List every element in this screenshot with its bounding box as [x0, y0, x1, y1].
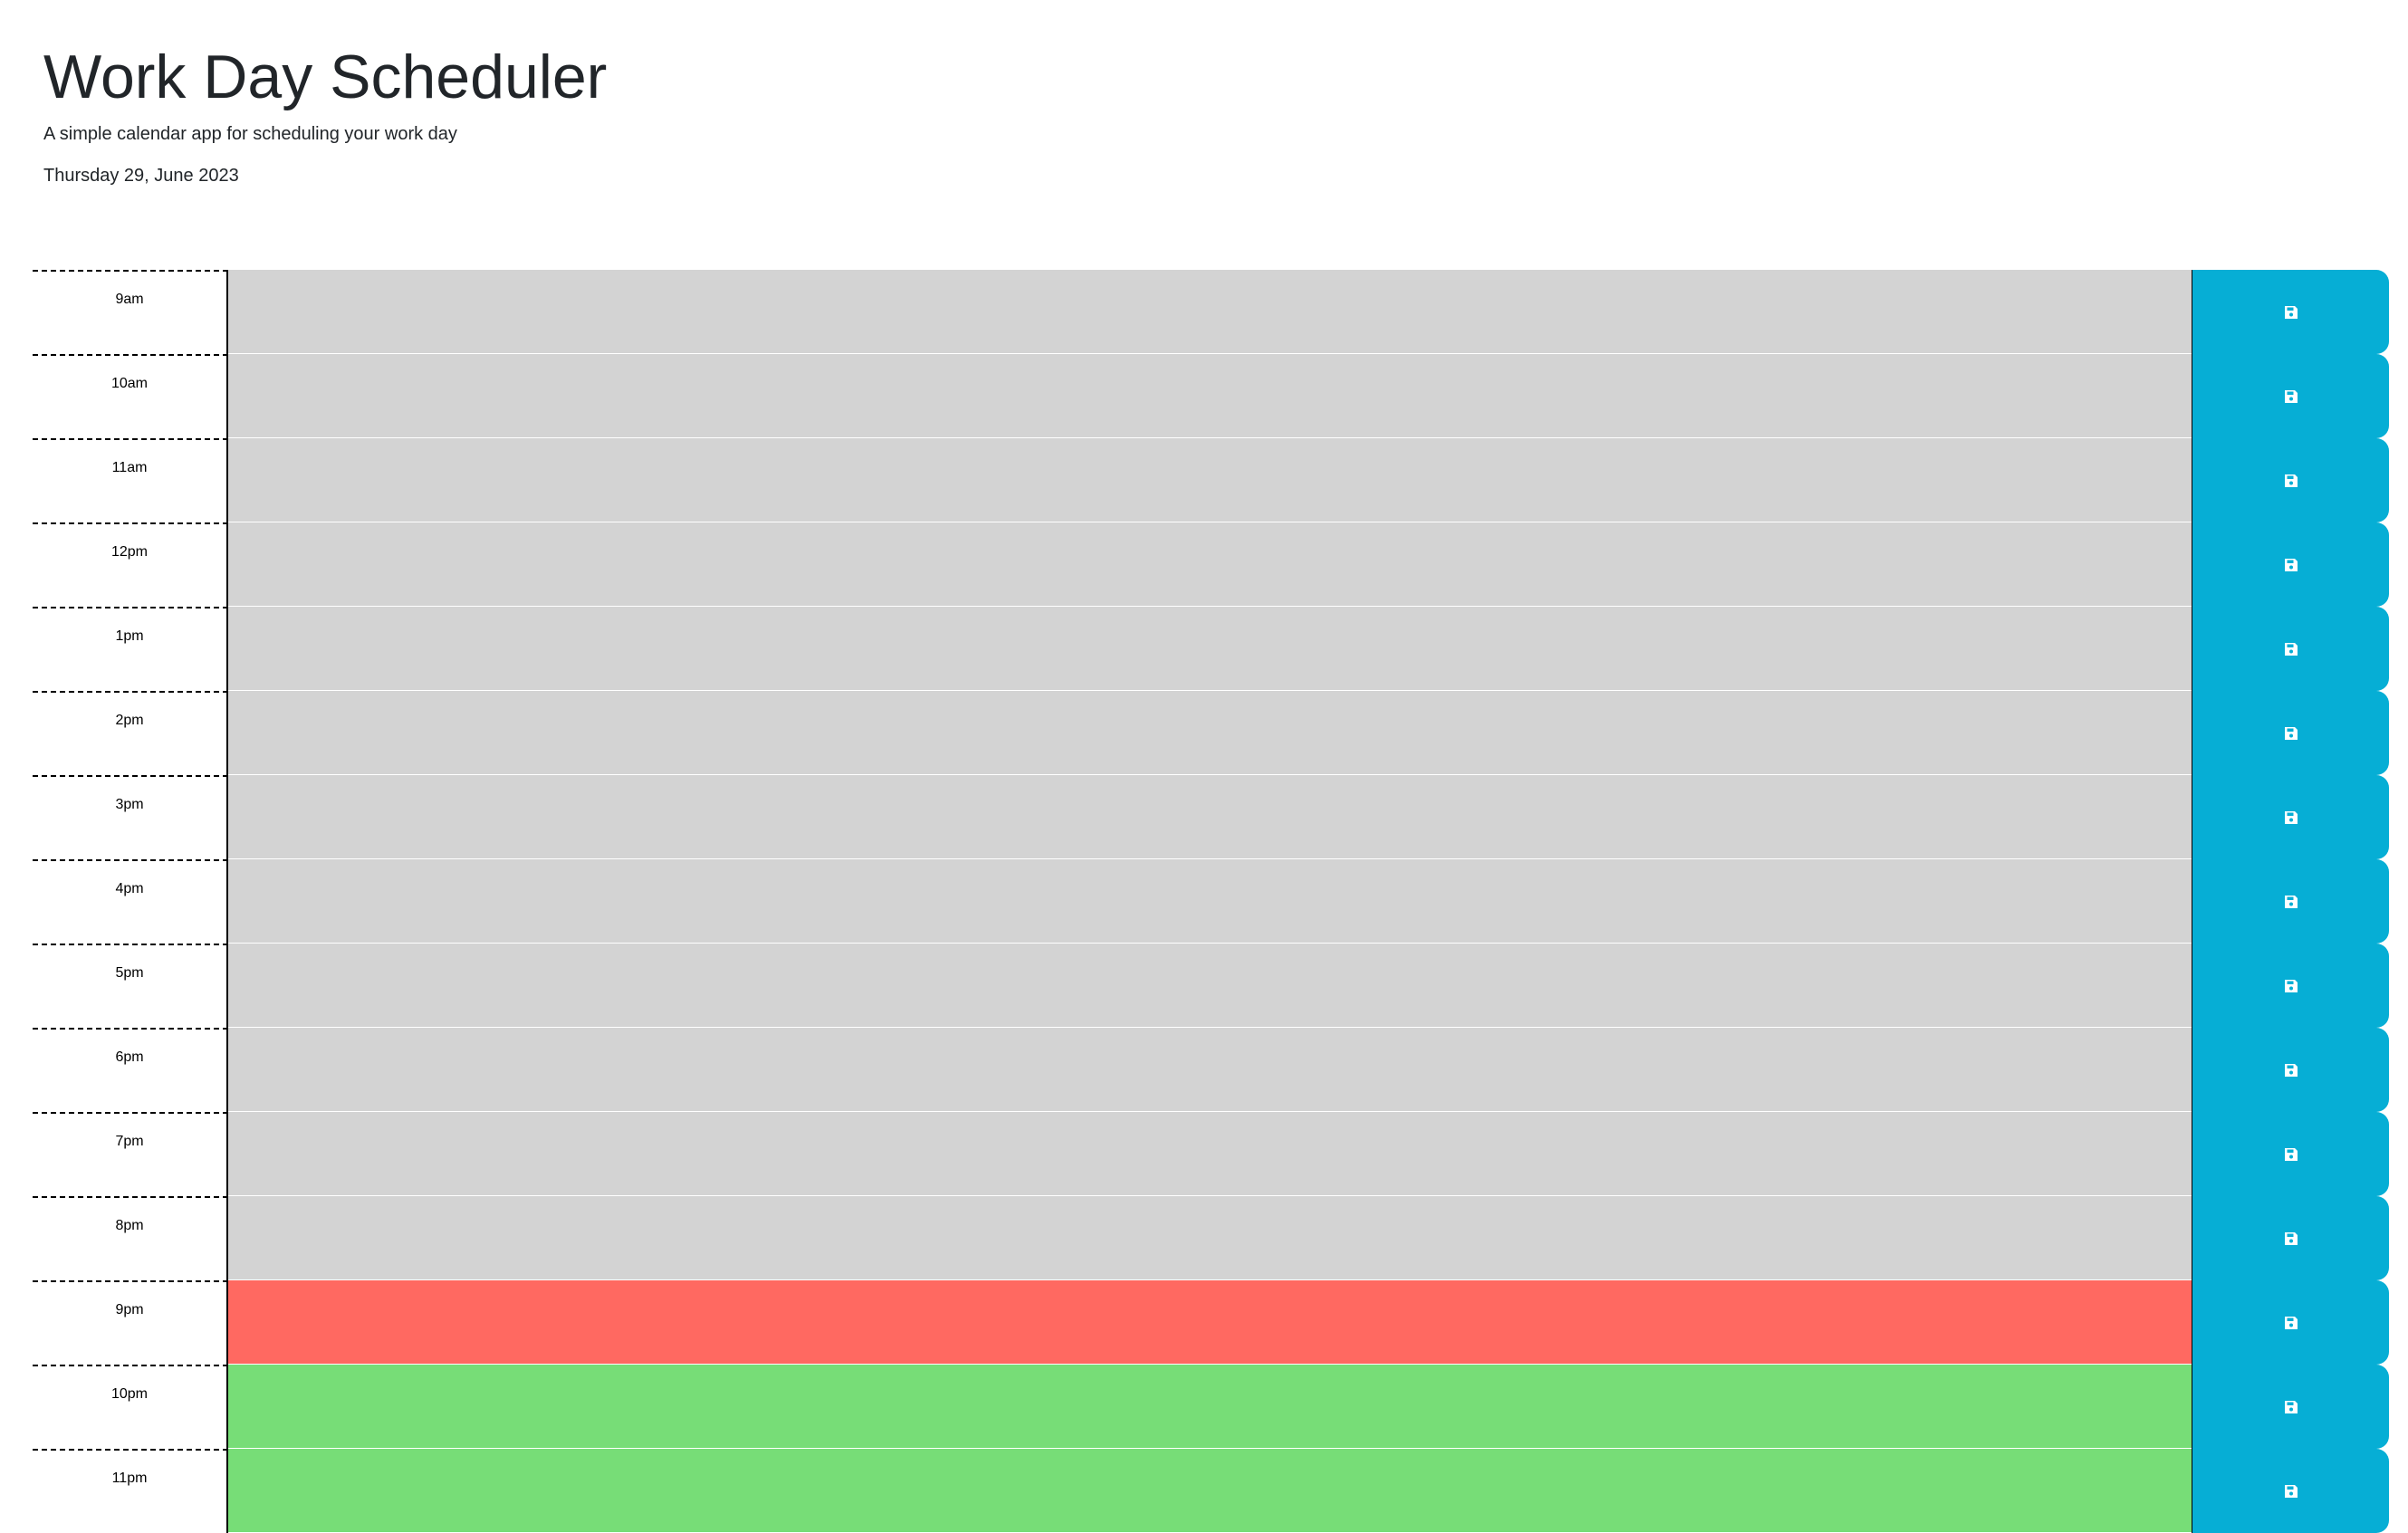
save-button-11pm[interactable]: [2192, 1449, 2389, 1533]
hour-text: 11pm: [111, 1471, 148, 1486]
description-3pm[interactable]: [228, 775, 2192, 859]
time-block-10am: 10am: [33, 354, 2389, 438]
save-button-6pm[interactable]: [2192, 1028, 2389, 1112]
save-button-10pm[interactable]: [2192, 1365, 2389, 1449]
hour-label: 10am: [33, 354, 228, 438]
hour-text: 8pm: [115, 1218, 144, 1233]
description-12pm[interactable]: [228, 522, 2192, 607]
hour-text: 11am: [111, 460, 148, 475]
description-1pm[interactable]: [228, 607, 2192, 691]
hour-text: 4pm: [115, 881, 144, 896]
time-block-4pm: 4pm: [33, 859, 2389, 944]
hour-label: 9pm: [33, 1280, 228, 1365]
time-block-11am: 11am: [33, 438, 2389, 522]
description-5pm[interactable]: [228, 944, 2192, 1028]
description-10pm[interactable]: [228, 1365, 2192, 1449]
time-block-9am: 9am: [33, 270, 2389, 354]
save-icon: [2284, 726, 2298, 740]
description-9am[interactable]: [228, 270, 2192, 354]
hour-label: 4pm: [33, 859, 228, 944]
description-4pm[interactable]: [228, 859, 2192, 944]
hour-text: 6pm: [115, 1049, 144, 1065]
hour-text: 9pm: [115, 1302, 144, 1317]
save-icon: [2284, 1316, 2298, 1329]
save-icon: [2284, 1063, 2298, 1077]
save-button-8pm[interactable]: [2192, 1196, 2389, 1280]
time-block-1pm: 1pm: [33, 607, 2389, 691]
hour-label: 9am: [33, 270, 228, 354]
hour-text: 5pm: [115, 965, 144, 981]
save-icon: [2284, 474, 2298, 487]
time-block-12pm: 12pm: [33, 522, 2389, 607]
hour-label: 8pm: [33, 1196, 228, 1280]
save-icon: [2284, 305, 2298, 319]
save-icon: [2284, 1231, 2298, 1245]
save-icon: [2284, 810, 2298, 824]
hour-label: 1pm: [33, 607, 228, 691]
description-7pm[interactable]: [228, 1112, 2192, 1196]
time-block-9pm: 9pm: [33, 1280, 2389, 1365]
description-11pm[interactable]: [228, 1449, 2192, 1533]
description-10am[interactable]: [228, 354, 2192, 438]
hour-label: 11pm: [33, 1449, 228, 1533]
time-block-6pm: 6pm: [33, 1028, 2389, 1112]
page-header: Work Day Scheduler A simple calendar app…: [43, 40, 608, 186]
hour-label: 7pm: [33, 1112, 228, 1196]
time-block-2pm: 2pm: [33, 691, 2389, 775]
save-button-11am[interactable]: [2192, 438, 2389, 522]
save-button-3pm[interactable]: [2192, 775, 2389, 859]
hour-text: 10pm: [110, 1386, 149, 1402]
hour-text: 2pm: [115, 713, 144, 728]
hour-label: 11am: [33, 438, 228, 522]
hour-label: 3pm: [33, 775, 228, 859]
description-9pm[interactable]: [228, 1280, 2192, 1365]
hour-text: 3pm: [115, 797, 144, 812]
save-button-5pm[interactable]: [2192, 944, 2389, 1028]
save-button-4pm[interactable]: [2192, 859, 2389, 944]
scheduler: 9am 10am 11am: [33, 270, 2389, 1533]
hour-text: 9am: [115, 292, 144, 307]
save-button-10am[interactable]: [2192, 354, 2389, 438]
save-button-2pm[interactable]: [2192, 691, 2389, 775]
save-icon: [2284, 1147, 2298, 1161]
hour-text: 1pm: [115, 628, 144, 644]
hour-label: 10pm: [33, 1365, 228, 1449]
current-day: Thursday 29, June 2023: [43, 166, 239, 186]
hour-label: 5pm: [33, 944, 228, 1028]
time-block-5pm: 5pm: [33, 944, 2389, 1028]
save-icon: [2284, 389, 2298, 403]
hour-text: 7pm: [115, 1134, 144, 1149]
save-button-1pm[interactable]: [2192, 607, 2389, 691]
page-subtitle: A simple calendar app for scheduling you…: [43, 124, 457, 144]
description-11am[interactable]: [228, 438, 2192, 522]
save-button-12pm[interactable]: [2192, 522, 2389, 607]
description-6pm[interactable]: [228, 1028, 2192, 1112]
save-button-9pm[interactable]: [2192, 1280, 2389, 1365]
description-2pm[interactable]: [228, 691, 2192, 775]
save-icon: [2284, 979, 2298, 992]
save-icon: [2284, 1400, 2298, 1413]
save-icon: [2284, 558, 2298, 571]
save-icon: [2284, 1484, 2298, 1498]
hour-text: 10am: [110, 376, 149, 391]
save-icon: [2284, 895, 2298, 908]
save-button-7pm[interactable]: [2192, 1112, 2389, 1196]
hour-label: 6pm: [33, 1028, 228, 1112]
page-title: Work Day Scheduler: [43, 43, 608, 111]
hour-label: 12pm: [33, 522, 228, 607]
hour-label: 2pm: [33, 691, 228, 775]
description-8pm[interactable]: [228, 1196, 2192, 1280]
hour-text: 12pm: [110, 544, 149, 560]
time-block-8pm: 8pm: [33, 1196, 2389, 1280]
save-icon: [2284, 642, 2298, 656]
time-block-3pm: 3pm: [33, 775, 2389, 859]
time-block-11pm: 11pm: [33, 1449, 2389, 1533]
time-block-10pm: 10pm: [33, 1365, 2389, 1449]
save-button-9am[interactable]: [2192, 270, 2389, 354]
time-block-7pm: 7pm: [33, 1112, 2389, 1196]
